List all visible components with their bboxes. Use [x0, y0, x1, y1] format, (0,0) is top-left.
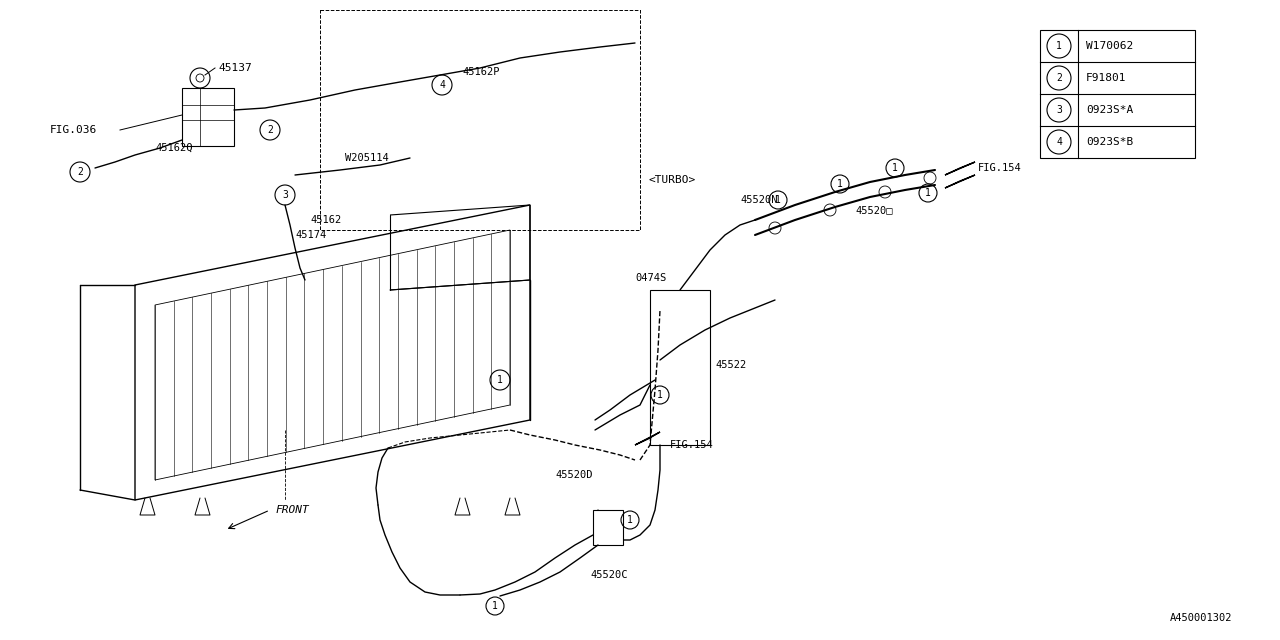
- Text: FIG.154: FIG.154: [978, 163, 1021, 173]
- Text: 45520C: 45520C: [590, 570, 627, 580]
- Text: 45520D: 45520D: [556, 470, 593, 480]
- Text: 0923S*B: 0923S*B: [1085, 137, 1133, 147]
- Text: W205114: W205114: [346, 153, 389, 163]
- Text: 2: 2: [77, 167, 83, 177]
- Text: 1: 1: [627, 515, 632, 525]
- Text: 1: 1: [837, 179, 844, 189]
- Bar: [182, 88, 234, 146]
- Text: F91801: F91801: [1085, 73, 1126, 83]
- Bar: [1039, 30, 1196, 158]
- Text: 4: 4: [1056, 137, 1062, 147]
- Text: W170062: W170062: [1085, 41, 1133, 51]
- Text: 2: 2: [1056, 73, 1062, 83]
- Text: 1: 1: [776, 195, 781, 205]
- Text: 45174: 45174: [294, 230, 326, 240]
- Text: 1: 1: [492, 601, 498, 611]
- Polygon shape: [945, 162, 975, 175]
- Text: 1: 1: [925, 188, 931, 198]
- Text: 0474S: 0474S: [635, 273, 667, 283]
- Text: FIG.154: FIG.154: [669, 440, 714, 450]
- Text: 3: 3: [1056, 105, 1062, 115]
- Text: 45522: 45522: [716, 360, 746, 370]
- Text: <TURBO>: <TURBO>: [648, 175, 695, 185]
- Bar: [593, 510, 623, 545]
- Text: 45162P: 45162P: [462, 67, 499, 77]
- Text: 4: 4: [439, 80, 445, 90]
- Text: A450001302: A450001302: [1170, 613, 1233, 623]
- Polygon shape: [635, 432, 660, 445]
- Text: 1: 1: [657, 390, 663, 400]
- Bar: [650, 290, 710, 445]
- Text: 45520N: 45520N: [740, 195, 777, 205]
- Text: FRONT: FRONT: [275, 505, 308, 515]
- Text: 1: 1: [892, 163, 899, 173]
- Text: 3: 3: [282, 190, 288, 200]
- Text: 45137: 45137: [218, 63, 252, 73]
- Text: 0923S*A: 0923S*A: [1085, 105, 1133, 115]
- Polygon shape: [945, 175, 975, 188]
- Text: FIG.036: FIG.036: [50, 125, 97, 135]
- Text: 1: 1: [497, 375, 503, 385]
- Text: 1: 1: [1056, 41, 1062, 51]
- Text: 45162: 45162: [310, 215, 342, 225]
- Text: 45162Q: 45162Q: [155, 143, 192, 153]
- Text: 2: 2: [268, 125, 273, 135]
- Text: 45520□: 45520□: [855, 205, 892, 215]
